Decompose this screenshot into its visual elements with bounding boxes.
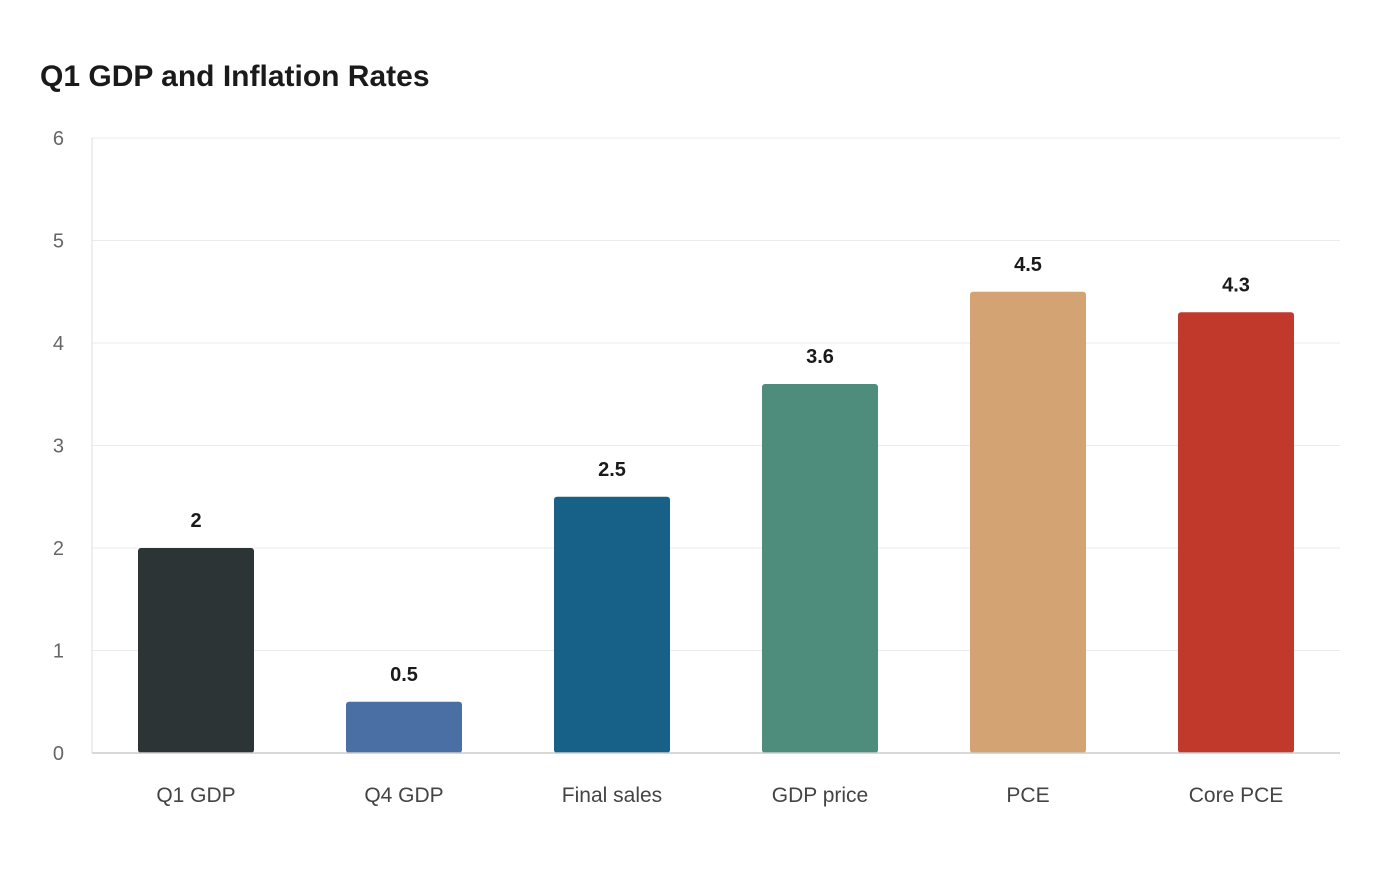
x-tick-label: Q4 GDP [364,784,443,807]
y-tick-label: 1 [53,641,64,663]
y-tick-label: 2 [53,538,64,560]
y-tick-label: 5 [53,231,64,253]
x-tick-label: Final sales [562,784,662,807]
bar [138,548,254,753]
y-tick-label: 3 [53,436,64,458]
bar [970,291,1086,753]
y-tick-label: 6 [53,128,64,150]
data-label: 2.5 [598,459,626,481]
x-tick-label: Q1 GDP [156,784,235,807]
data-label: 0.5 [390,664,418,686]
x-tick-label: GDP price [772,784,868,807]
bar [346,701,462,753]
data-label: 4.5 [1014,254,1042,276]
data-label: 2 [190,510,201,532]
bar [762,384,878,753]
chart-title: Q1 GDP and Inflation Rates [40,60,430,93]
y-tick-label: 4 [53,333,64,355]
data-label: 3.6 [806,346,834,368]
x-tick-label: Core PCE [1189,784,1284,807]
bar [1178,312,1294,753]
data-label: 4.3 [1222,274,1250,296]
y-tick-label: 0 [53,743,64,765]
bar [554,496,670,753]
x-tick-label: PCE [1006,784,1049,807]
